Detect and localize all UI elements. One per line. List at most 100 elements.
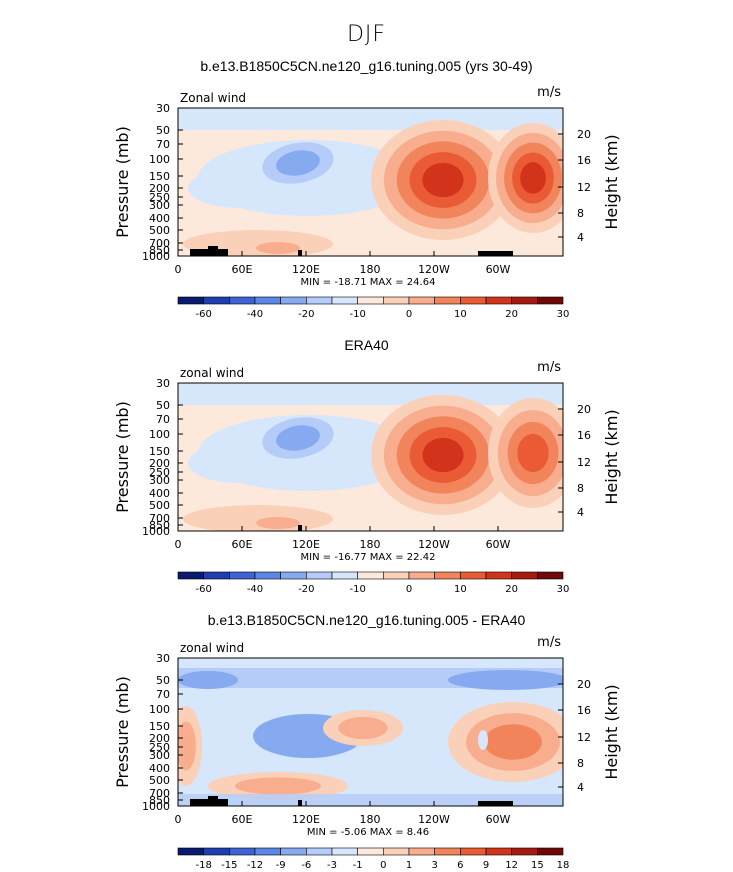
colorbar-label: -60 [195,309,211,320]
colorbar-swatch [203,296,230,305]
y-tick-label: 250 [149,191,170,204]
y-tick-label: 50 [156,674,170,687]
y2-tick-label: 16 [577,704,591,717]
y-tick-label: 850 [149,244,170,257]
y-tick-label: 70 [156,138,170,151]
y2-tick-label: 8 [577,757,584,770]
x-tick-label: 60E [232,263,253,276]
y-tick-label: 400 [149,212,170,225]
colorbar-swatch [203,571,230,580]
y2-tick-label: 16 [577,429,591,442]
y2-tick-label: 20 [577,128,591,141]
field-label: zonal wind [180,366,244,380]
y-tick-label: 400 [149,487,170,500]
colorbar-label: -18 [195,860,211,871]
colorbar-swatch [537,847,564,856]
y2-tick-label: 12 [577,456,591,469]
colorbar-label: -1 [353,860,363,871]
colorbar-label: -20 [298,584,314,595]
colorbar-label: 0 [406,309,412,320]
y2-tick-label: 12 [577,181,591,194]
colorbar-label: 10 [454,584,467,595]
units-label: m/s [537,635,561,650]
page-title: DJF [346,22,387,47]
x-tick-label: 120E [292,263,320,276]
y-tick-label: 30 [156,377,170,390]
colorbar-label: 15 [531,860,544,871]
y2-tick-label: 16 [577,154,591,167]
colorbar-label: 30 [557,584,570,595]
colorbar-swatch [331,847,358,856]
min-max-stats: MIN = -16.77 MAX = 22.42 [301,552,436,563]
y-tick-label: 500 [149,224,170,237]
colorbar-swatch [485,296,512,305]
colorbar-swatch [254,847,281,856]
colorbar-label: 18 [557,860,570,871]
colorbar-label: 0 [380,860,386,871]
y-tick-label: 150 [149,445,170,458]
y-tick-label: 200 [149,457,170,470]
y-axis-label: Pressure (mb) [113,676,132,788]
units-label: m/s [537,85,561,100]
y2-axis-label: Height (km) [602,684,621,779]
colorbar-label: 9 [483,860,489,871]
colorbar-swatch [229,847,256,856]
colorbar-swatch [434,847,461,856]
field-label: Zonal wind [180,91,246,105]
x-tick-label: 120W [418,813,450,826]
y-tick-label: 250 [149,466,170,479]
x-tick-label: 60W [486,538,511,551]
x-tick-label: 120E [292,538,320,551]
colorbar-label: 30 [557,309,570,320]
colorbar-swatch [511,571,538,580]
y-tick-label: 1000 [142,250,170,263]
y-tick-label: 300 [149,199,170,212]
colorbar-swatch [254,571,281,580]
y-tick-label: 700 [149,512,170,525]
x-tick-label: 180 [360,813,381,826]
colorbar-swatch [537,296,564,305]
colorbar-label: -60 [195,584,211,595]
y2-tick-label: 12 [577,731,591,744]
colorbar-label: 1 [406,860,412,871]
y2-tick-label: 4 [577,231,584,244]
colorbar-swatch [383,847,410,856]
colorbar-swatch [383,296,410,305]
colorbar-swatch [383,571,410,580]
colorbar-swatch [306,571,333,580]
colorbar-swatch [434,571,461,580]
colorbar-swatch [408,296,435,305]
colorbar-label: 20 [505,584,518,595]
colorbar-swatch [511,296,538,305]
colorbar-swatch [408,571,435,580]
colorbar-label: -10 [349,584,365,595]
colorbar-swatch [511,847,538,856]
y2-tick-label: 20 [577,678,591,691]
y-tick-label: 200 [149,182,170,195]
y-tick-label: 1000 [142,525,170,538]
units-label: m/s [537,360,561,375]
y-tick-label: 250 [149,741,170,754]
y-axis-label: Pressure (mb) [113,126,132,238]
y-tick-label: 300 [149,474,170,487]
colorbar-swatch [485,847,512,856]
colorbar-label: 3 [431,860,437,871]
colorbar-swatch [280,296,307,305]
x-tick-label: 180 [360,538,381,551]
colorbar-swatch [331,296,358,305]
colorbar-label: -6 [301,860,311,871]
x-tick-label: 60W [486,263,511,276]
y-tick-label: 100 [149,703,170,716]
colorbar-label: 12 [505,860,518,871]
y-tick-label: 50 [156,399,170,412]
x-tick-label: 120E [292,813,320,826]
x-tick-label: 60E [232,813,253,826]
x-tick-label: 0 [175,813,182,826]
x-tick-label: 0 [175,263,182,276]
colorbar-swatch [280,847,307,856]
y-tick-label: 30 [156,102,170,115]
colorbar-swatch [254,296,281,305]
field-label: zonal wind [180,641,244,655]
